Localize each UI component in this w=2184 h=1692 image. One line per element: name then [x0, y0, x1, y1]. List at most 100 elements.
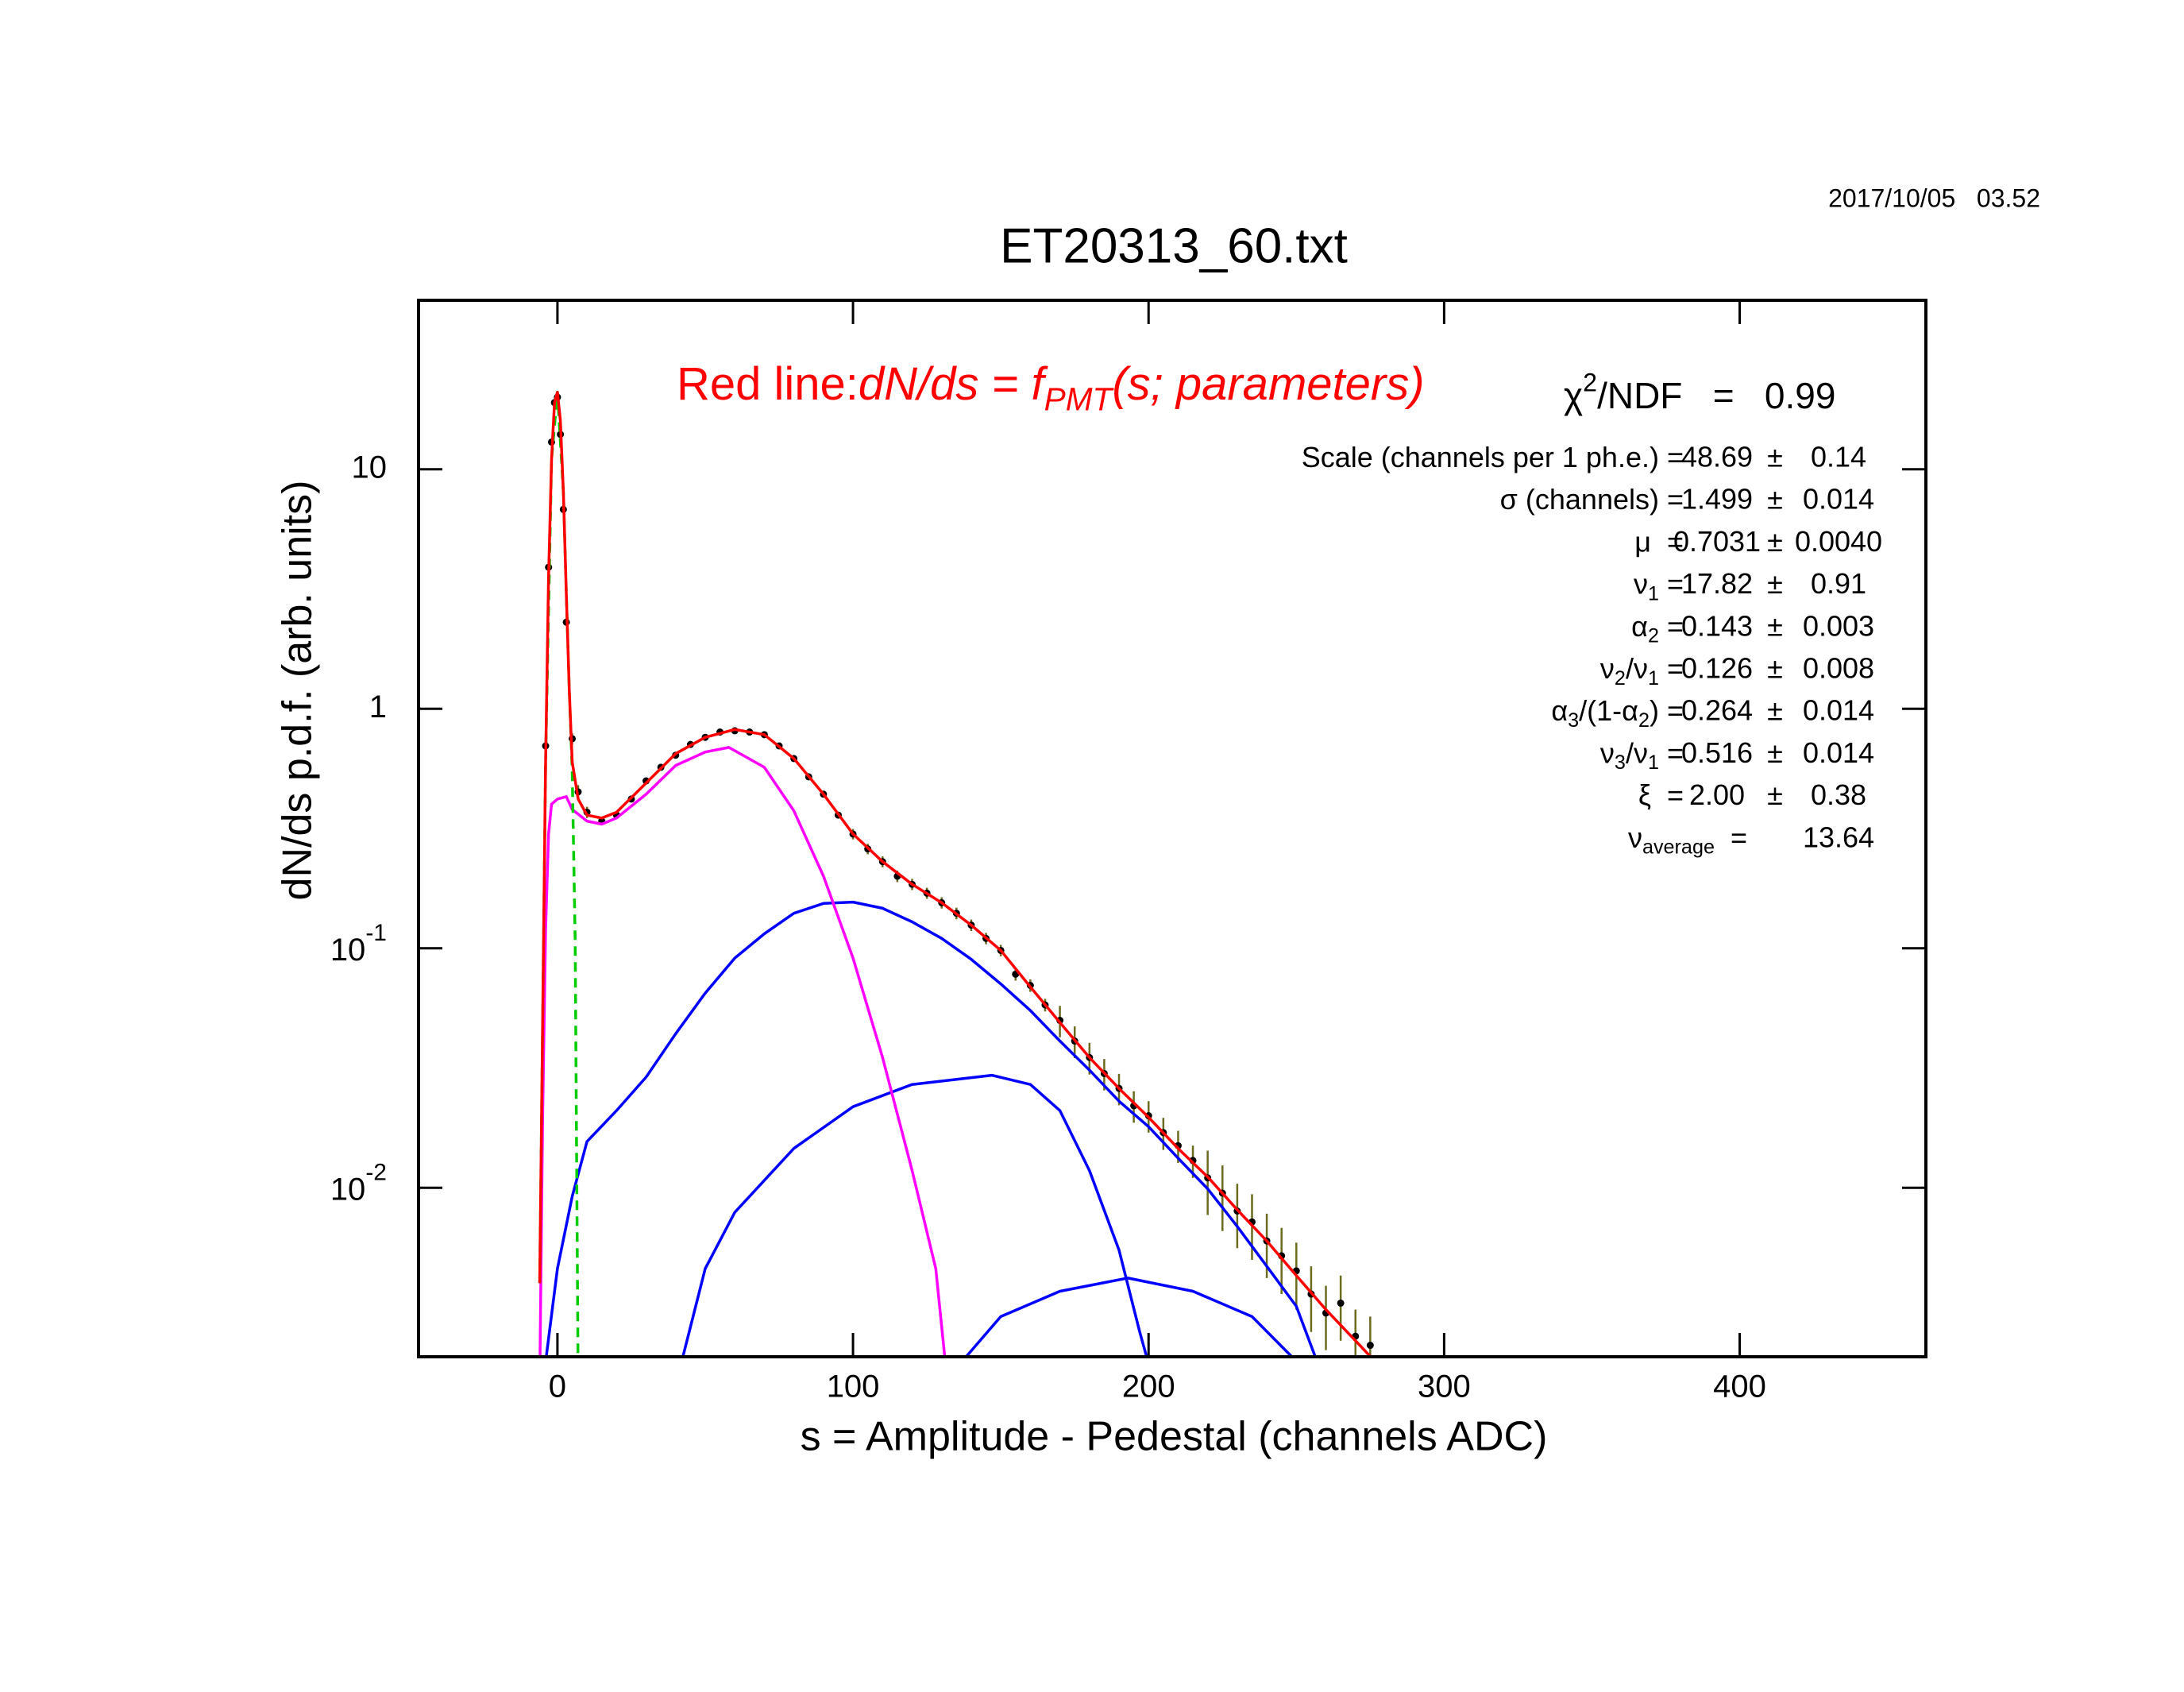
plus-minus: ± [1767, 652, 1783, 685]
plus-minus: ± [1767, 736, 1783, 769]
annotation: Red line:dN/ds = fPMT(s; parameters) [677, 358, 1425, 417]
fit-curve [681, 1073, 1148, 1357]
fit-param-value: 0.126 [1681, 652, 1753, 685]
fit-param-error: 0.014 [1803, 483, 1874, 516]
x-tick-label: 400 [1713, 1369, 1766, 1404]
text-part: Red line: [677, 358, 859, 410]
y-tick-exponent: -2 [365, 1159, 387, 1185]
fit-param-value: 0.264 [1681, 694, 1753, 727]
text-part: χ [1564, 375, 1583, 416]
y-axis-label: dN/ds p.d.f. (arb. units) [275, 481, 321, 901]
text-part: /NDF = 0.99 [1597, 375, 1835, 416]
text-part: PMT [1044, 381, 1115, 417]
fit-curve [545, 900, 1317, 1357]
plus-minus: ± [1767, 525, 1783, 558]
x-tick-label: 100 [827, 1369, 880, 1404]
text-part: α [1631, 609, 1648, 642]
data-point [1337, 1299, 1345, 1307]
fit-param-error: 0.0040 [1795, 525, 1882, 558]
text-part: σ (channels) = [1500, 483, 1684, 516]
text-part: 2 [1648, 624, 1659, 647]
fit-param-error: 0.14 [1811, 441, 1866, 473]
fit-param-label: ν3/ν1 = [1600, 736, 1684, 774]
text-part: average [1642, 836, 1715, 858]
text-part: = [1659, 736, 1684, 769]
timestamp: 2017/10/05 03.52 [1828, 183, 2040, 212]
fit-param-error: 0.91 [1811, 567, 1866, 600]
plus-minus: ± [1767, 778, 1783, 811]
text-part: 3 [1568, 709, 1579, 732]
text-part: Scale (channels per 1 ph.e.) = [1302, 441, 1684, 473]
y-tick-label: 10-1 [330, 920, 387, 968]
fit-param-value: 17.82 [1681, 567, 1753, 600]
text-part: = [1659, 567, 1684, 600]
x-tick-label: 300 [1418, 1369, 1471, 1404]
plus-minus: ± [1767, 694, 1783, 727]
text-part: 3 [1615, 751, 1626, 774]
text-part: ν [1628, 821, 1642, 853]
x-axis-label: s = Amplitude - Pedestal (channels ADC) [801, 1414, 1548, 1460]
x-tick-label: 200 [1122, 1369, 1175, 1404]
fit-param-label: μ = [1634, 525, 1684, 558]
text-part: 2 [1615, 666, 1626, 689]
text-part: ν [1600, 736, 1615, 769]
text-part: /ν [1626, 652, 1648, 685]
plus-minus: ± [1767, 609, 1783, 642]
fit-param-error: 0.003 [1803, 609, 1874, 642]
fit-param-value: 0.516 [1681, 736, 1753, 769]
fit-param-error: 0.014 [1803, 736, 1874, 769]
fit-param-label: α3/(1-α2) = [1551, 694, 1684, 732]
x-tick-label: 0 [549, 1369, 566, 1404]
fit-curve [538, 746, 947, 1357]
text-part: 1 [1648, 751, 1659, 774]
text-part: = [1715, 821, 1747, 853]
fit-param-value: 1.499 [1681, 483, 1753, 516]
text-part: dN/ds = f [859, 358, 1049, 410]
y-tick-base: 10 [330, 1172, 366, 1207]
fit-param-label: Scale (channels per 1 ph.e.) = [1302, 441, 1684, 473]
frame [417, 299, 1927, 1358]
fit-curve [964, 1277, 1295, 1357]
y-tick-label: 10-2 [330, 1159, 387, 1207]
text-part: = [1659, 609, 1684, 642]
fit-param-value: 13.64 [1803, 821, 1874, 853]
y-tick-base: 10 [330, 932, 366, 967]
text-part: = [1659, 652, 1684, 685]
data-point [1366, 1342, 1374, 1350]
text-part: ξ = [1638, 778, 1684, 811]
text-part: α [1551, 694, 1568, 727]
text-part: ) = [1650, 694, 1684, 727]
plus-minus: ± [1767, 441, 1783, 473]
text-part: (s; parameters) [1112, 358, 1424, 410]
fit-param-value: 2.00 [1689, 778, 1745, 811]
text-part: μ = [1634, 525, 1684, 558]
y-tick-label: 10 [352, 450, 388, 485]
fit-param-error: 0.38 [1811, 778, 1866, 811]
fit-param-error: 0.014 [1803, 694, 1874, 727]
fit-param-label: α2 = [1631, 609, 1684, 647]
fit-param-label: ν1 = [1634, 567, 1684, 605]
text-part: ν [1600, 652, 1615, 685]
text-part: 1 [1648, 582, 1659, 605]
fit-param-label: σ (channels) = [1500, 483, 1684, 516]
plot-area [538, 390, 1374, 1357]
fit-param-value: 0.143 [1681, 609, 1753, 642]
text-part: ν [1634, 567, 1648, 600]
text-part: /(1-α [1579, 694, 1638, 727]
fit-param-label: ν2/ν1 = [1600, 652, 1684, 690]
chart-title: ET20313_60.txt [1000, 218, 1348, 273]
fit-param-value: 48.69 [1681, 441, 1753, 473]
fit-param-label: ξ = [1638, 778, 1684, 811]
text-part: /ν [1626, 736, 1648, 769]
fit-param-label: νaverage = [1628, 821, 1747, 858]
text-part: 1 [1648, 666, 1659, 689]
plus-minus: ± [1767, 483, 1783, 516]
text-part: 2 [1583, 368, 1597, 396]
fit-param-error: 0.008 [1803, 652, 1874, 685]
y-tick-exponent: -1 [365, 920, 387, 946]
chi2-label: χ2/NDF = 0.99 [1564, 368, 1835, 416]
text-part: 2 [1638, 709, 1650, 732]
